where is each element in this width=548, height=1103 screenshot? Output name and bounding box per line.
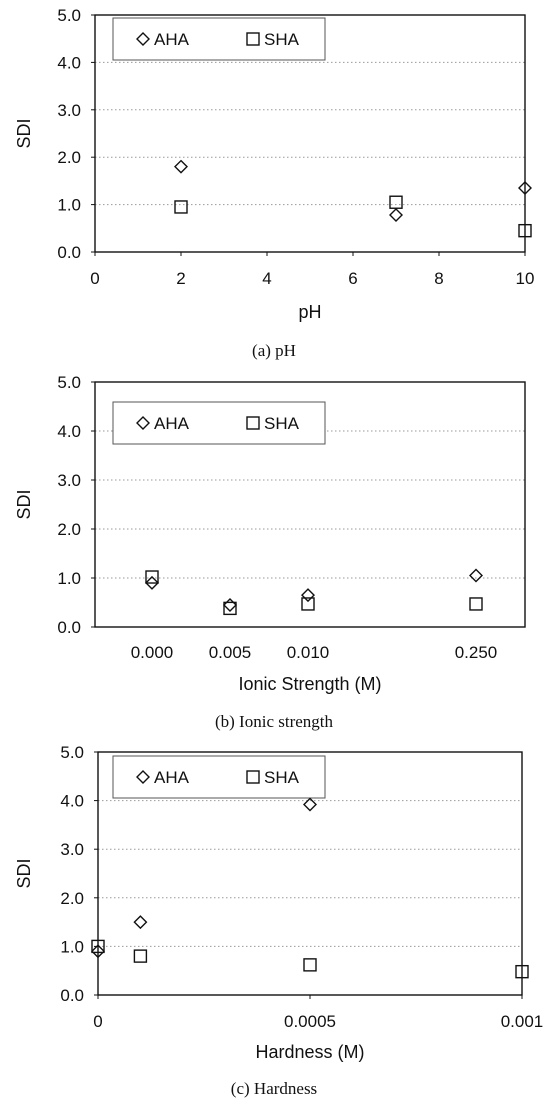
x-axis-title: pH — [298, 302, 321, 322]
x-axis-title: Hardness (M) — [255, 1042, 364, 1062]
y-tick-label: 2.0 — [57, 148, 81, 167]
x-tick-label: 0.000 — [131, 643, 174, 662]
y-tick-label: 0.0 — [60, 986, 84, 1005]
legend-label: SHA — [264, 30, 300, 49]
data-point-sha — [223, 601, 237, 616]
legend-label: AHA — [154, 768, 190, 787]
data-point-aha — [303, 797, 317, 812]
y-tick-label: 0.0 — [57, 243, 81, 262]
x-tick-label: 0.0005 — [284, 1012, 336, 1031]
x-tick-label: 0.005 — [209, 643, 252, 662]
y-axis-title: SDI — [14, 118, 34, 148]
data-point-sha — [515, 964, 529, 979]
y-tick-label: 2.0 — [60, 889, 84, 908]
data-point-sha — [301, 597, 315, 611]
x-tick-label: 0 — [90, 269, 99, 288]
y-tick-label: 1.0 — [60, 937, 84, 956]
x-tick-label: 10 — [516, 269, 535, 288]
data-point-aha — [389, 208, 403, 223]
y-axis-title: SDI — [14, 489, 34, 519]
legend-label: SHA — [264, 768, 300, 787]
data-point-aha — [469, 568, 483, 583]
x-axis-title: Ionic Strength (M) — [238, 674, 381, 694]
x-tick-label: 0.250 — [455, 643, 498, 662]
y-tick-label: 5.0 — [57, 6, 81, 25]
data-point-aha — [301, 588, 315, 603]
y-tick-label: 1.0 — [57, 569, 81, 588]
y-tick-label: 3.0 — [57, 101, 81, 120]
y-tick-label: 4.0 — [60, 792, 84, 811]
y-axis-title: SDI — [14, 858, 34, 888]
data-point-aha — [133, 915, 148, 930]
y-tick-label: 4.0 — [57, 53, 81, 72]
x-tick-label: 6 — [348, 269, 357, 288]
x-tick-label: 0.010 — [287, 643, 330, 662]
legend-marker-square — [246, 416, 260, 430]
data-point-sha — [145, 570, 159, 584]
plot-area — [94, 381, 526, 628]
y-tick-label: 2.0 — [57, 520, 81, 539]
y-tick-label: 1.0 — [57, 196, 81, 215]
y-tick-label: 5.0 — [57, 373, 81, 392]
data-point-aha — [518, 181, 532, 195]
data-point-aha — [223, 597, 237, 612]
data-point-sha — [133, 949, 148, 963]
legend-label: AHA — [154, 414, 190, 433]
plot-area — [94, 14, 526, 253]
data-point-sha — [303, 958, 317, 972]
legend-marker-square — [246, 770, 260, 784]
chart-caption: (b) Ionic strength — [215, 712, 334, 731]
legend-label: SHA — [264, 414, 300, 433]
data-point-aha — [174, 159, 188, 174]
data-point-sha — [389, 195, 403, 209]
data-point-sha — [174, 200, 188, 214]
legend-marker-square — [246, 32, 260, 46]
legend-marker-diamond — [136, 32, 150, 46]
data-point-sha — [91, 939, 105, 954]
y-tick-label: 5.0 — [60, 743, 84, 762]
y-tick-label: 0.0 — [57, 618, 81, 637]
x-tick-label: 4 — [262, 269, 271, 288]
x-tick-label: 8 — [434, 269, 443, 288]
chart-caption: (c) Hardness — [231, 1079, 317, 1098]
x-tick-label: 2 — [176, 269, 185, 288]
y-tick-label: 4.0 — [57, 422, 81, 441]
legend-marker-diamond — [136, 416, 150, 430]
data-point-sha — [469, 597, 483, 611]
legend-marker-diamond — [136, 770, 150, 784]
y-tick-label: 3.0 — [57, 471, 81, 490]
legend-label: AHA — [154, 30, 190, 49]
chart-caption: (a) pH — [252, 341, 296, 360]
y-tick-label: 3.0 — [60, 840, 84, 859]
data-point-aha — [91, 944, 105, 959]
data-point-sha — [518, 223, 532, 238]
x-tick-label: 0.001 — [501, 1012, 544, 1031]
x-tick-label: 0 — [93, 1012, 102, 1031]
data-point-aha — [145, 575, 159, 590]
